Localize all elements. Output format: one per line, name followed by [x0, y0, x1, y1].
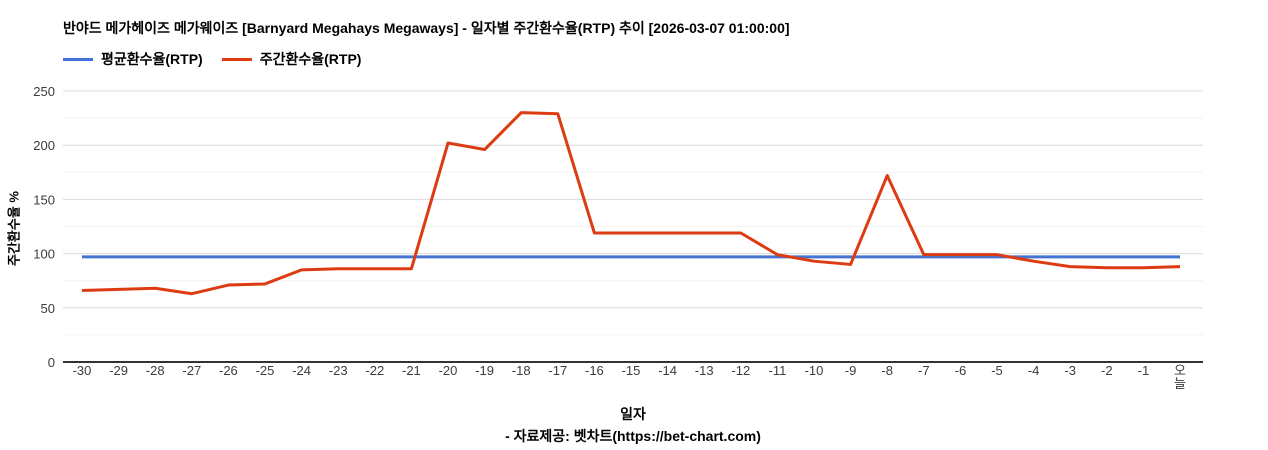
svg-text:-12: -12	[731, 363, 750, 378]
svg-text:-24: -24	[292, 363, 311, 378]
svg-text:-1: -1	[1138, 363, 1150, 378]
svg-text:-21: -21	[402, 363, 421, 378]
svg-text:150: 150	[33, 192, 55, 207]
svg-text:-15: -15	[622, 363, 641, 378]
average-line-swatch	[63, 57, 93, 61]
svg-text:-5: -5	[991, 363, 1003, 378]
svg-text:-25: -25	[256, 363, 275, 378]
svg-text:-30: -30	[73, 363, 92, 378]
svg-text:-23: -23	[329, 363, 348, 378]
svg-text:-28: -28	[146, 363, 165, 378]
svg-text:-17: -17	[548, 363, 567, 378]
weekly-line-swatch	[221, 57, 252, 61]
legend-label-average: 평균환수율(RTP)	[101, 51, 203, 67]
svg-text:-8: -8	[881, 363, 893, 378]
svg-text:-13: -13	[695, 363, 714, 378]
svg-text:-9: -9	[845, 363, 857, 378]
svg-text:-7: -7	[918, 363, 930, 378]
x-axis-title: 일자	[620, 406, 646, 422]
svg-text:-11: -11	[768, 363, 786, 378]
svg-text:-29: -29	[109, 363, 128, 378]
svg-text:-20: -20	[439, 363, 458, 378]
svg-text:-26: -26	[219, 363, 238, 378]
svg-text:200: 200	[33, 138, 55, 153]
svg-text:-18: -18	[512, 363, 531, 378]
legend: 평균환수율(RTP) 주간환수율(RTP)	[63, 49, 380, 69]
svg-text:-19: -19	[475, 363, 494, 378]
svg-text:-27: -27	[182, 363, 201, 378]
svg-text:-3: -3	[1064, 363, 1076, 378]
svg-text:-10: -10	[805, 363, 824, 378]
svg-text:-14: -14	[658, 363, 677, 378]
svg-text:-16: -16	[585, 363, 604, 378]
legend-item-weekly: 주간환수율(RTP)	[221, 49, 362, 69]
svg-text:-4: -4	[1028, 363, 1040, 378]
svg-text:100: 100	[33, 247, 55, 262]
svg-text:-22: -22	[365, 363, 384, 378]
svg-text:오늘: 오늘	[1174, 363, 1186, 391]
svg-text:50: 50	[41, 301, 55, 316]
legend-label-weekly: 주간환수율(RTP)	[259, 51, 362, 67]
svg-text:0: 0	[48, 355, 55, 370]
legend-item-average: 평균환수율(RTP)	[63, 49, 203, 69]
svg-text:-6: -6	[955, 363, 967, 378]
chart-title: 반야드 메가헤이즈 메가웨이즈 [Barnyard Megahays Megaw…	[63, 20, 790, 36]
svg-text:250: 250	[33, 84, 55, 99]
footer-credit: - 자료제공: 벳차트(https://bet-chart.com)	[505, 428, 761, 444]
svg-text:-2: -2	[1101, 363, 1113, 378]
